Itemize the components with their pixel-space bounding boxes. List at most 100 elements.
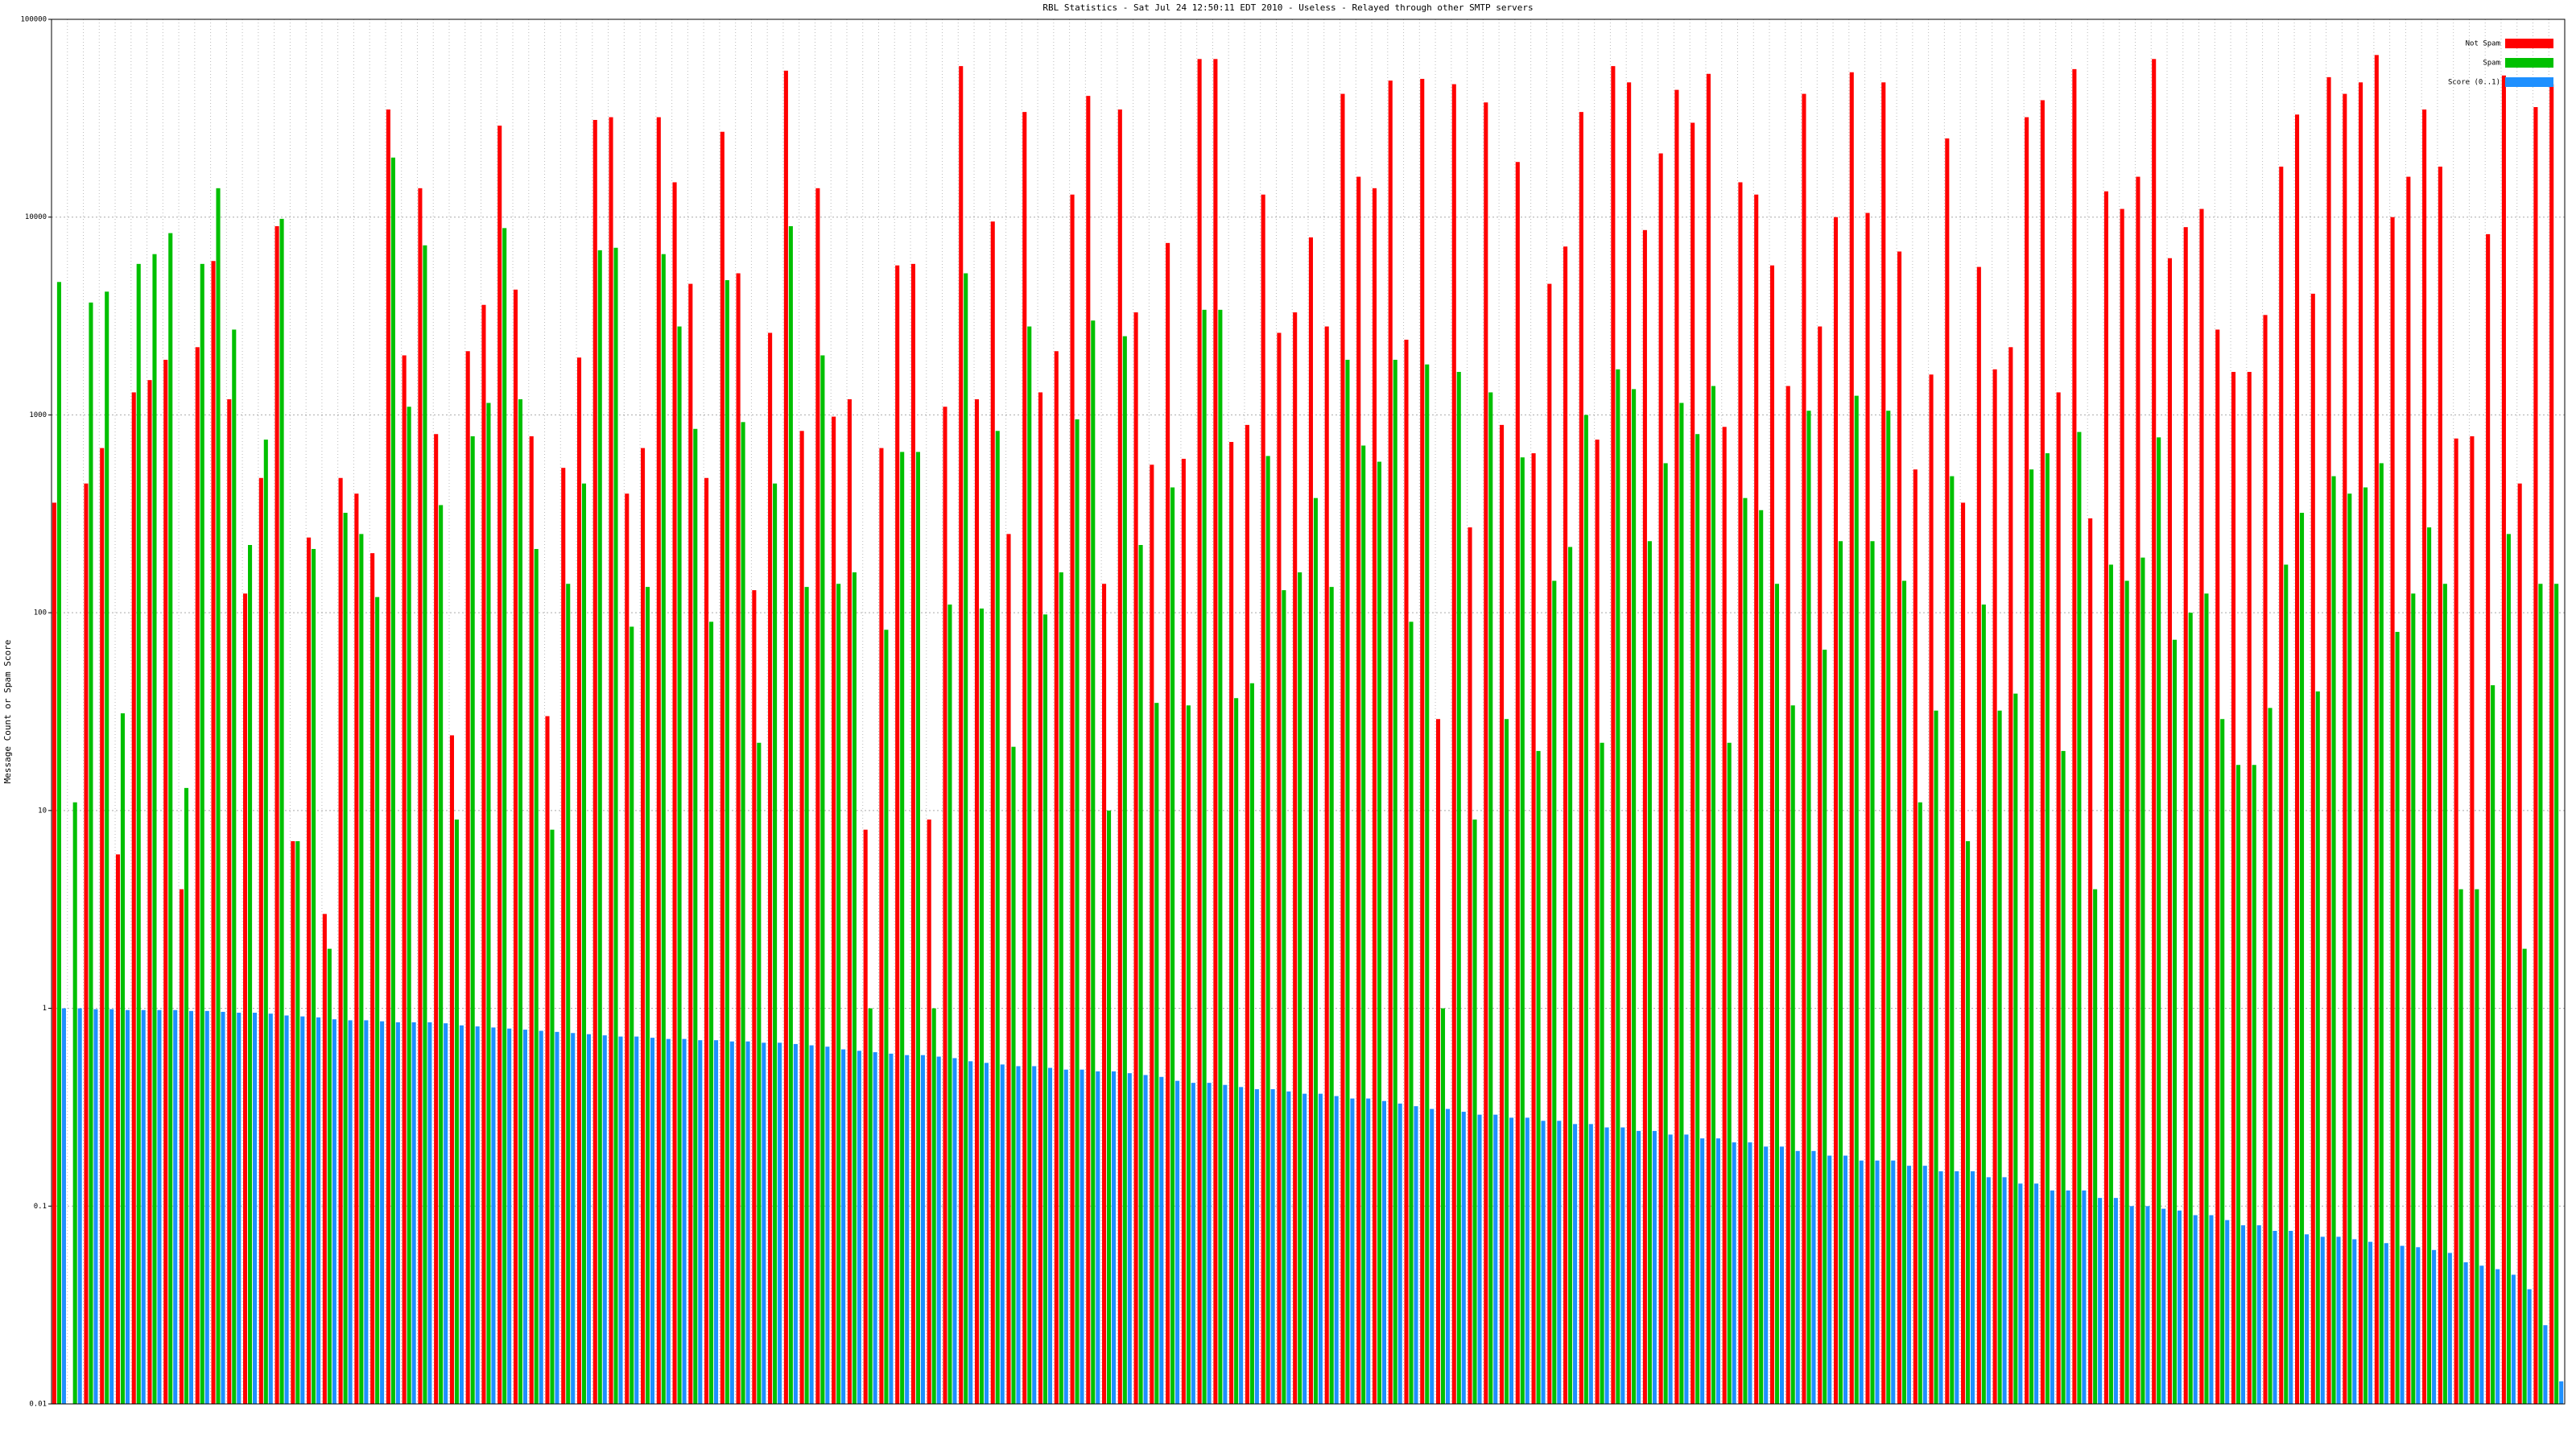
bar xyxy=(1477,1114,1482,1404)
bar xyxy=(507,1028,512,1404)
bar xyxy=(1302,1093,1307,1404)
bar xyxy=(179,889,184,1404)
bar xyxy=(1616,369,1620,1405)
bar xyxy=(2527,1289,2532,1404)
bar xyxy=(2183,227,2188,1404)
bar xyxy=(1456,371,1461,1405)
bar xyxy=(1000,1064,1005,1404)
bar xyxy=(2263,315,2268,1404)
bar xyxy=(1700,1138,1705,1404)
bar xyxy=(141,1009,146,1404)
bar xyxy=(979,608,985,1404)
bar xyxy=(252,1013,258,1404)
bar xyxy=(1906,1166,1912,1404)
bar xyxy=(1286,1091,1291,1404)
bar xyxy=(364,1020,369,1404)
y-axis-label: Message Count or Spam Score xyxy=(2,640,13,784)
bar xyxy=(1372,188,1377,1404)
bar xyxy=(2124,580,2129,1404)
bar xyxy=(1308,237,1313,1404)
bar xyxy=(1059,572,1063,1404)
bar xyxy=(2029,469,2034,1404)
bar xyxy=(418,188,423,1404)
bar xyxy=(52,502,56,1404)
bar xyxy=(1175,1080,1180,1404)
bar xyxy=(1468,527,1472,1404)
bar xyxy=(291,840,295,1404)
bar xyxy=(936,1056,941,1404)
bar xyxy=(2511,1274,2516,1404)
bar xyxy=(656,117,661,1405)
bar xyxy=(2136,176,2140,1405)
bar xyxy=(539,1030,543,1404)
bar xyxy=(2326,76,2331,1404)
bar xyxy=(2475,889,2479,1404)
bar xyxy=(348,1020,353,1404)
bar xyxy=(2320,1236,2325,1404)
bar xyxy=(1531,453,1536,1404)
bar xyxy=(561,468,566,1404)
bar xyxy=(1918,802,1922,1404)
bar xyxy=(459,1025,464,1404)
legend-swatch xyxy=(2505,39,2553,48)
bar xyxy=(1859,1160,1864,1404)
bar xyxy=(1042,614,1048,1404)
bar xyxy=(1785,386,1790,1404)
bar xyxy=(2336,1236,2341,1404)
bar xyxy=(666,1038,671,1404)
legend-label: Spam xyxy=(2483,60,2500,68)
bar xyxy=(1838,541,1843,1404)
bar xyxy=(1891,1160,1896,1404)
bar xyxy=(1329,587,1334,1404)
bar xyxy=(1520,457,1525,1405)
bar xyxy=(1795,1150,1800,1404)
bar xyxy=(2299,513,2305,1404)
bar xyxy=(609,117,613,1405)
bar xyxy=(576,357,582,1404)
bar xyxy=(2374,55,2379,1405)
bar xyxy=(1038,392,1043,1405)
bar xyxy=(173,1009,178,1404)
bar xyxy=(1563,246,1568,1405)
bar xyxy=(2061,750,2066,1404)
bar xyxy=(2279,166,2284,1404)
bar xyxy=(327,948,332,1404)
bar xyxy=(2368,1241,2373,1404)
bar xyxy=(597,250,602,1404)
bar xyxy=(390,157,395,1404)
bar xyxy=(359,534,364,1405)
bar xyxy=(905,1055,910,1404)
bar xyxy=(1504,719,1509,1404)
bar xyxy=(386,109,390,1404)
bar xyxy=(1096,1071,1100,1404)
bar xyxy=(1102,584,1107,1404)
bar xyxy=(1620,1127,1625,1404)
bar xyxy=(2120,208,2124,1405)
bar xyxy=(1870,541,1875,1404)
bar xyxy=(307,537,312,1405)
bar xyxy=(232,329,237,1405)
bar xyxy=(1690,122,1695,1405)
bar xyxy=(502,228,507,1404)
bar xyxy=(2352,1239,2357,1404)
bar xyxy=(147,380,152,1405)
bar xyxy=(1191,1083,1195,1404)
bar xyxy=(1334,1096,1339,1404)
bar xyxy=(1420,78,1425,1404)
bar xyxy=(2390,217,2395,1404)
bar xyxy=(2463,1262,2468,1404)
bar xyxy=(1722,427,1727,1404)
y-tick-label: 10000 xyxy=(25,213,47,221)
bar xyxy=(449,735,454,1404)
bar xyxy=(1790,705,1795,1404)
bar xyxy=(338,477,343,1404)
bar xyxy=(247,545,253,1405)
bar xyxy=(1557,1121,1562,1404)
bar xyxy=(1769,265,1775,1404)
bar xyxy=(1409,621,1414,1404)
bar xyxy=(1245,424,1249,1404)
bar xyxy=(163,359,168,1404)
bar xyxy=(491,1027,496,1404)
bar xyxy=(1445,1108,1451,1404)
